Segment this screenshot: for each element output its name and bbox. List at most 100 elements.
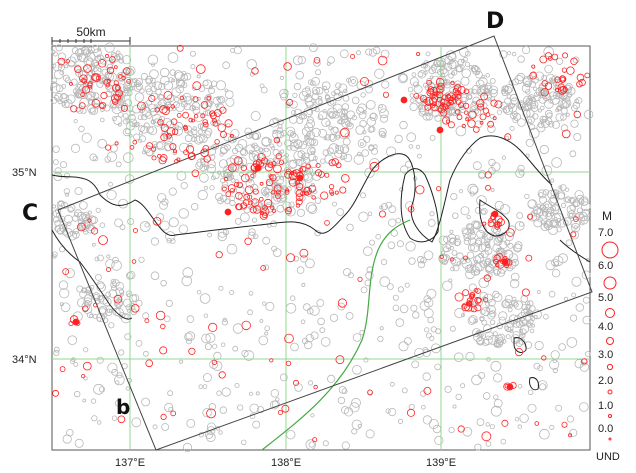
background-event	[293, 255, 300, 262]
highlighted-event	[234, 181, 240, 187]
background-event	[92, 155, 99, 162]
background-event	[216, 103, 225, 112]
highlighted-event	[439, 254, 444, 259]
background-event	[486, 304, 496, 315]
background-event	[198, 134, 208, 144]
background-event	[110, 281, 117, 288]
background-event	[109, 144, 118, 153]
background-event	[304, 186, 311, 192]
background-event	[476, 229, 485, 239]
legend-mag-4: 4.0	[598, 321, 613, 333]
background-event	[206, 432, 216, 443]
background-event	[529, 80, 537, 88]
highlighted-event	[431, 104, 439, 112]
highlighted-event	[314, 169, 323, 177]
background-event	[468, 65, 474, 70]
background-event	[96, 420, 102, 425]
background-event	[467, 231, 476, 240]
background-event	[181, 71, 187, 76]
background-event	[198, 384, 204, 390]
background-event	[232, 345, 239, 352]
background-event	[66, 94, 76, 104]
highlighted-event	[299, 165, 307, 173]
background-event	[514, 417, 520, 422]
background-event	[67, 335, 78, 346]
background-event	[51, 63, 57, 68]
background-event	[279, 194, 288, 202]
background-event	[218, 430, 223, 435]
highlighted-event	[313, 56, 321, 64]
highlighted-event	[501, 258, 509, 266]
highlighted-event	[487, 220, 495, 228]
background-event	[468, 283, 477, 292]
background-event	[104, 71, 113, 79]
background-event	[95, 207, 101, 213]
background-event	[284, 101, 290, 107]
background-event	[353, 154, 365, 165]
background-event	[424, 85, 430, 91]
background-event	[454, 307, 465, 319]
lon-label-137: 137°E	[115, 457, 145, 469]
background-event	[408, 257, 416, 265]
background-event	[217, 228, 228, 238]
background-event	[210, 175, 216, 181]
background-event	[190, 202, 199, 211]
highlighted-event	[235, 192, 243, 200]
background-event	[536, 290, 541, 294]
highlighted-event	[424, 103, 432, 111]
background-event	[525, 153, 530, 158]
background-event	[395, 318, 405, 327]
background-event	[336, 208, 345, 216]
background-event	[223, 169, 233, 178]
background-event	[569, 428, 578, 437]
background-event	[182, 442, 193, 452]
background-event	[369, 239, 376, 246]
highlighted-event	[251, 67, 259, 75]
background-event	[475, 71, 480, 75]
background-event	[185, 331, 196, 341]
background-event	[460, 58, 465, 64]
background-event	[446, 105, 456, 114]
highlighted-event	[191, 118, 195, 123]
background-event	[493, 269, 501, 276]
lat-label-35: 35°N	[12, 167, 37, 179]
highlighted-event	[359, 77, 369, 87]
background-event	[207, 159, 216, 169]
background-event	[270, 389, 279, 398]
highlighted-event	[223, 176, 229, 182]
background-event	[307, 380, 314, 386]
background-event	[303, 173, 314, 183]
background-event	[251, 153, 256, 158]
background-event	[545, 73, 555, 83]
background-event	[99, 222, 106, 229]
background-event	[388, 407, 397, 417]
legend-circle-3	[606, 363, 614, 371]
background-event	[83, 294, 93, 303]
background-event	[441, 250, 446, 255]
legend-title: M	[602, 209, 612, 223]
highlighted-event	[328, 189, 334, 195]
background-event	[430, 343, 441, 354]
background-event	[501, 155, 506, 160]
background-event	[206, 100, 212, 107]
background-event	[466, 251, 475, 259]
highlighted-event	[114, 141, 119, 146]
background-event	[150, 271, 160, 281]
background-event	[341, 406, 350, 415]
highlighted-event	[541, 80, 548, 87]
highlighted-event	[215, 251, 223, 259]
highlighted-event	[166, 127, 176, 136]
highlighted-event	[161, 106, 170, 116]
highlighted-event	[188, 117, 194, 123]
highlighted-event	[466, 297, 473, 304]
lon-label-139: 139°E	[426, 457, 456, 469]
background-event	[351, 419, 362, 430]
background-event	[310, 413, 315, 418]
background-event	[576, 194, 585, 203]
background-event	[543, 46, 554, 58]
background-event	[397, 73, 408, 84]
background-event	[516, 212, 524, 219]
background-event	[111, 284, 118, 291]
background-event	[312, 189, 318, 194]
highlighted-event	[248, 200, 254, 206]
